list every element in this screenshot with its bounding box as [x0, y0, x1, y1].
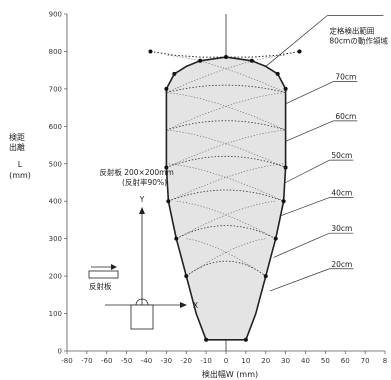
- boundary-point: [273, 236, 278, 241]
- annotation-40cm: 40cm: [331, 189, 352, 198]
- boundary-point: [224, 55, 228, 60]
- inset-x-label: X: [193, 301, 198, 310]
- range-arc-cross-right-40cm: [168, 163, 284, 202]
- x-tick-label--30: -30: [161, 357, 172, 365]
- boundary-point: [297, 49, 302, 54]
- boundary-point: [275, 71, 280, 76]
- x-tick-label--10: -10: [200, 357, 211, 365]
- y-axis-label-char-1: 検: [9, 132, 17, 142]
- x-tick-label-40: 40: [301, 357, 310, 365]
- y-axis-label-char-3: 距: [17, 133, 25, 142]
- range-arc-cross-right-70cm: [166, 54, 286, 93]
- annotation-top-line-1: 定格検出範囲: [329, 25, 374, 35]
- y-axis-label: 検 出 距 離 L (mm): [9, 132, 31, 180]
- boundary-point: [198, 58, 203, 63]
- boundary-point: [164, 86, 169, 91]
- boundary-point: [281, 199, 286, 204]
- x-tick-label-20: 20: [261, 357, 270, 365]
- x-tick-label-60: 60: [341, 357, 350, 365]
- leader-line-20cm: [269, 268, 330, 292]
- inset-sensor-lens-icon: [135, 298, 149, 306]
- x-tick-label--50: -50: [121, 357, 132, 365]
- boundary-point: [249, 58, 254, 63]
- range-arc-cross-left-40cm: [168, 163, 284, 202]
- range-arc-cross-left-20cm: [186, 238, 266, 277]
- annotation-70cm: 70cm: [335, 73, 356, 82]
- inset-y-arrow-icon: [139, 207, 145, 214]
- reflector-note-line-1: 反射板 200×200mm: [99, 167, 173, 177]
- boundary-point: [283, 165, 288, 170]
- boundary-point: [263, 274, 268, 279]
- range-arc-cross-right-50cm: [166, 129, 286, 168]
- boundary-point: [243, 337, 248, 342]
- x-tick-label-0: 0: [224, 357, 228, 365]
- annotation-20cm: 20cm: [331, 260, 352, 269]
- inset-y-label: Y: [139, 195, 145, 204]
- y-tick-label-900: 900: [49, 11, 62, 19]
- leader-line-top: [265, 15, 328, 67]
- inset-reflector-label: 反射板: [89, 281, 112, 291]
- y-tick-label-300: 300: [49, 235, 62, 243]
- y-axis-label-symbol: L: [18, 160, 23, 169]
- range-arc-cross-left-70cm: [166, 54, 286, 93]
- leader-line-40cm: [279, 197, 330, 217]
- boundary-point: [166, 199, 171, 204]
- x-tick-label-30: 30: [281, 357, 290, 365]
- y-axis-label-char-4: 離: [17, 142, 25, 152]
- y-axis-label-unit: (mm): [9, 171, 31, 180]
- y-tick-label-400: 400: [49, 198, 62, 206]
- x-tick-label-80: 8: [383, 357, 387, 365]
- boundary-point: [172, 71, 177, 76]
- boundary-point: [204, 337, 209, 342]
- leader-line-60cm: [285, 120, 334, 142]
- y-tick-label-0: 0: [58, 348, 62, 356]
- y-axis-label-char-2: 出: [9, 142, 17, 152]
- range-arc-cross-right-60cm: [166, 92, 286, 131]
- boundary-point: [184, 274, 189, 279]
- range-arc-cross-left-60cm: [166, 92, 286, 131]
- annotation-50cm: 50cm: [331, 151, 352, 160]
- x-tick-label--20: -20: [181, 357, 192, 365]
- inset-x-arrow-icon: [180, 302, 187, 308]
- inset-reflector-plate: [88, 270, 119, 279]
- y-tick-label-800: 800: [49, 48, 62, 56]
- x-tick-label-70: 70: [361, 357, 370, 365]
- y-tick-label-600: 600: [49, 123, 62, 131]
- boundary-point: [174, 236, 179, 241]
- range-arc-70cm: [166, 84, 286, 93]
- x-axis-label: 検出幅W (mm): [202, 369, 258, 379]
- leader-line-30cm: [273, 232, 330, 258]
- y-tick-label-100: 100: [49, 310, 62, 318]
- y-tick-label-700: 700: [49, 85, 62, 93]
- annotation-30cm: 30cm: [331, 224, 352, 233]
- inset-sensor-body: [130, 304, 154, 330]
- range-arc-50cm: [166, 155, 286, 168]
- boundary-point: [164, 165, 169, 170]
- detection-area-boundary: [165, 56, 287, 341]
- leader-line-70cm: [285, 81, 334, 105]
- y-tick-label-500: 500: [49, 160, 62, 168]
- range-arc-cross-right-20cm: [186, 238, 266, 277]
- x-tick-label--70: -70: [81, 357, 92, 365]
- range-arc-60cm: [166, 120, 286, 131]
- inset-direction-arrow-icon: [111, 264, 117, 270]
- range-arc-cross-left-50cm: [166, 129, 286, 168]
- y-tick-label-200: 200: [49, 273, 62, 281]
- annotation-top-line-2: 80cmの動作領域: [329, 35, 388, 45]
- reflector-note-line-2: (反射率90%): [122, 177, 167, 187]
- boundary-point: [148, 49, 153, 54]
- leader-line-50cm: [285, 159, 330, 183]
- x-tick-label--80: -80: [61, 357, 72, 365]
- boundary-point: [283, 86, 288, 91]
- x-tick-label-10: 10: [241, 357, 250, 365]
- x-tick-label--40: -40: [141, 357, 152, 365]
- x-tick-label-50: 50: [321, 357, 330, 365]
- x-tick-label--60: -60: [101, 357, 112, 365]
- annotation-60cm: 60cm: [335, 112, 356, 121]
